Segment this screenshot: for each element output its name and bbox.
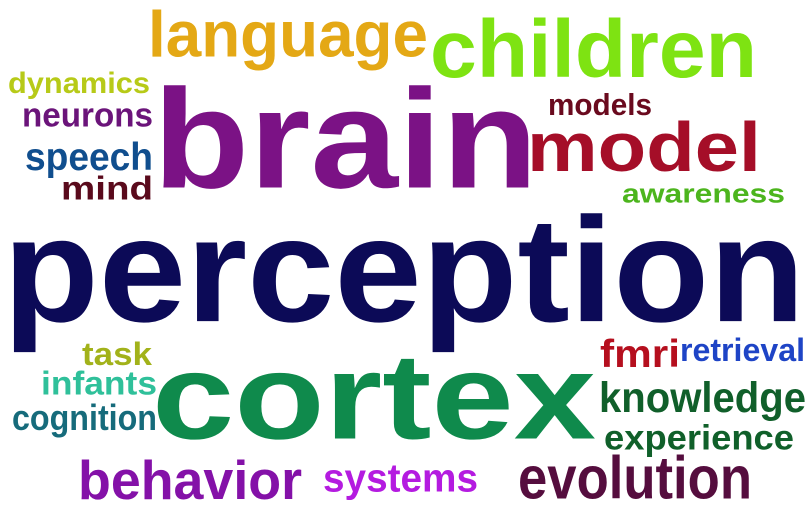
word-evolution: evolution — [518, 444, 752, 508]
word-knowledge: knowledge — [599, 373, 806, 422]
word-fmri: fmri — [600, 331, 680, 376]
word-language: language — [148, 0, 428, 71]
word-speech: speech — [25, 134, 153, 179]
word-awareness: awareness — [622, 178, 785, 209]
word-behavior: behavior — [78, 449, 302, 508]
word-experience: experience — [604, 417, 794, 458]
word-perception: perception — [3, 187, 805, 354]
word-retrieval: retrieval — [680, 332, 805, 368]
word-models: models — [548, 87, 652, 122]
word-cognition: cognition — [12, 397, 157, 439]
word-task: task — [82, 336, 152, 372]
word-infants: infants — [41, 365, 157, 402]
word-brain: brain — [153, 60, 538, 219]
word-systems: systems — [323, 455, 478, 501]
word-dynamics: dynamics — [8, 66, 150, 100]
word-children: children — [430, 3, 757, 95]
word-mind: mind — [61, 170, 153, 207]
word-model: model — [527, 107, 761, 187]
word-neurons: neurons — [22, 95, 153, 135]
word-cortex: cortex — [152, 328, 596, 466]
